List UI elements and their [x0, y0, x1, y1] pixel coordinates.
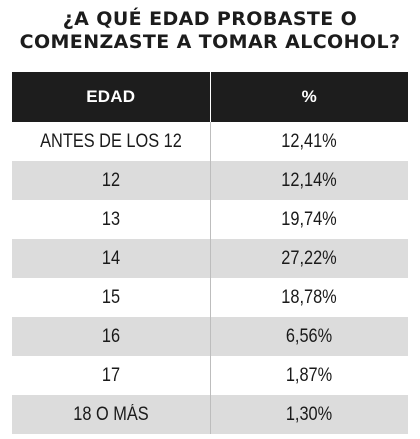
chart-title-line-2: COMENZASTE A TOMAR ALCOHOL?: [19, 31, 401, 53]
age-cell: ANTES DE LOS 12: [40, 130, 182, 152]
column-divider: [210, 122, 211, 434]
age-cell: 17: [101, 364, 121, 386]
chart-title-line-1: ¿A QUÉ EDAD PROBASTE O: [62, 8, 358, 30]
percent-cell: 1,30%: [285, 403, 333, 425]
percent-cell: 1,87%: [285, 364, 333, 386]
chart-title: ¿A QUÉ EDAD PROBASTE O COMENZASTE A TOMA…: [0, 8, 420, 54]
age-cell: 14: [101, 247, 121, 269]
age-cell: 13: [101, 208, 121, 230]
data-table: EDAD % ANTES DE LOS 12 12,41% 12 12,14% 13 19…: [12, 72, 408, 434]
age-cell: 18 O MÁS: [73, 403, 149, 425]
table-header: EDAD %: [12, 72, 408, 122]
column-header-percent: %: [301, 87, 317, 106]
age-cell: 16: [101, 325, 121, 347]
percent-cell: 12,14%: [281, 169, 337, 191]
percent-cell: 19,74%: [281, 208, 337, 230]
column-header-edad: EDAD: [86, 87, 136, 106]
percent-cell: 18,78%: [281, 286, 337, 308]
age-cell: 12: [101, 169, 121, 191]
percent-cell: 12,41%: [281, 130, 337, 152]
percent-cell: 27,22%: [281, 247, 337, 269]
age-cell: 15: [101, 286, 121, 308]
header-divider: [209, 72, 211, 122]
table-body: ANTES DE LOS 12 12,41% 12 12,14% 13 19,74% 14 2…: [12, 122, 408, 434]
percent-cell: 6,56%: [285, 325, 333, 347]
